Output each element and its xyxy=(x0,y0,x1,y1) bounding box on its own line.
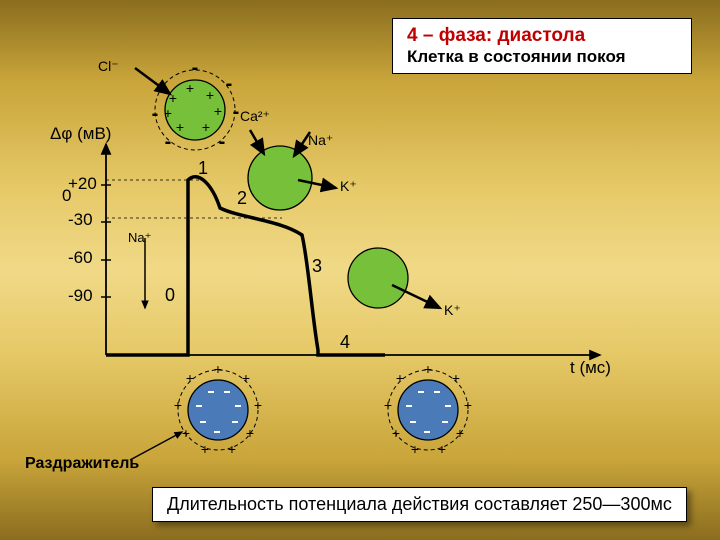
svg-text:+: + xyxy=(169,90,177,106)
svg-text:+: + xyxy=(206,87,214,103)
svg-text:-: - xyxy=(158,73,165,95)
cell-right-green xyxy=(348,248,408,308)
phase-4: 4 xyxy=(340,332,350,353)
svg-text:+: + xyxy=(186,80,194,96)
diagram: + + + + + + + - - - - - - - xyxy=(40,60,680,500)
svg-text:-: - xyxy=(226,73,233,95)
phase-2: 2 xyxy=(237,188,247,209)
svg-text:+: + xyxy=(254,397,262,413)
svg-text:+: + xyxy=(214,103,222,119)
svg-text:+: + xyxy=(202,119,210,135)
cl-arrow xyxy=(135,68,170,94)
k-top-label: K⁺ xyxy=(340,178,357,195)
ytick-30: -30 xyxy=(68,210,93,230)
svg-text:+: + xyxy=(464,397,472,413)
svg-text:+: + xyxy=(396,370,404,386)
svg-text:+: + xyxy=(384,397,392,413)
na-small-label: Na⁺ xyxy=(128,230,151,246)
diagram-svg: + + + + + + + - - - - - - - xyxy=(40,60,680,500)
svg-text:+: + xyxy=(214,361,222,377)
phase-1: 1 xyxy=(198,158,208,179)
svg-text:+: + xyxy=(438,441,446,457)
svg-text:+: + xyxy=(182,425,190,441)
ytick-90: -90 xyxy=(68,286,93,306)
svg-text:+: + xyxy=(242,370,250,386)
svg-text:+: + xyxy=(228,441,236,457)
svg-text:-: - xyxy=(192,60,199,79)
na-top-label: Na⁺ xyxy=(308,132,333,149)
stimulus-label: Раздражитель xyxy=(25,455,139,473)
svg-text:+: + xyxy=(176,119,184,135)
svg-text:+: + xyxy=(201,441,209,457)
phase-0: 0 xyxy=(165,285,175,306)
cl-label: Cl⁻ xyxy=(98,58,119,75)
cell-mid-green xyxy=(248,146,312,210)
svg-text:+: + xyxy=(246,425,254,441)
ytick-20: +20 xyxy=(68,174,97,194)
svg-text:+: + xyxy=(186,370,194,386)
phase-3: 3 xyxy=(312,256,322,277)
k-bottom-label: K⁺ xyxy=(444,302,461,319)
svg-text:-: - xyxy=(165,131,172,153)
footer-box: Длительность потенциала действия составл… xyxy=(152,487,687,522)
svg-text:+: + xyxy=(424,361,432,377)
title-line1: 4 – фаза: диастола xyxy=(407,25,677,47)
svg-text:-: - xyxy=(152,103,159,125)
svg-text:+: + xyxy=(452,370,460,386)
svg-text:+: + xyxy=(411,441,419,457)
svg-text:+: + xyxy=(392,425,400,441)
y-axis-label: Δφ (мВ) xyxy=(50,124,111,144)
svg-text:+: + xyxy=(174,397,182,413)
ytick-60: -60 xyxy=(68,248,93,268)
ca-arrow xyxy=(250,130,264,154)
footer-text: Длительность потенциала действия составл… xyxy=(167,494,672,514)
zero-at-axis: 0 xyxy=(62,186,71,206)
svg-text:-: - xyxy=(219,131,226,153)
svg-text:-: - xyxy=(233,101,240,123)
ca-label: Ca²⁺ xyxy=(240,108,270,125)
svg-text:+: + xyxy=(456,425,464,441)
svg-text:+: + xyxy=(164,105,172,121)
x-axis-label: t (мс) xyxy=(570,358,611,378)
